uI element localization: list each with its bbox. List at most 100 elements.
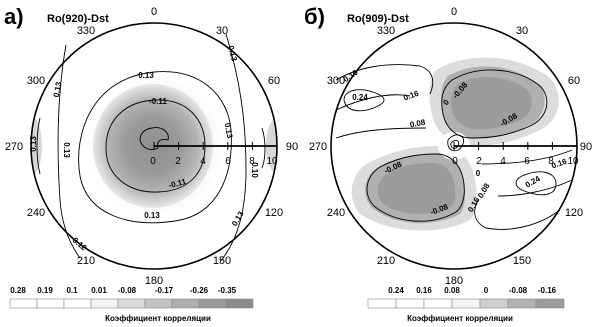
legend-level-label: 0.19: [37, 286, 53, 295]
legend-swatch: [63, 298, 92, 309]
radial-tick-label: 8: [548, 156, 554, 167]
panel-a-azimuth-labels: 0 30 60 90 120 150 180 210 240 270 300 3…: [5, 6, 298, 287]
legend-swatch: [451, 298, 481, 309]
azimuth-label: 210: [377, 255, 395, 267]
legend-swatch: [535, 298, 565, 309]
azimuth-label: 150: [513, 255, 531, 267]
contour-label: 0.12: [71, 236, 89, 253]
azimuth-label: 240: [27, 207, 45, 219]
azimuth-label: 90: [286, 141, 298, 153]
legend-swatch: [225, 298, 254, 309]
azimuth-label: 90: [580, 141, 592, 153]
radial-tick-label: 4: [200, 156, 206, 167]
contour-label: 0.13: [226, 45, 239, 63]
legend-level-label: 0.01: [91, 286, 107, 295]
legend-swatch: [198, 298, 227, 309]
panel-b-contours: [335, 64, 573, 230]
contour-label: 0.13: [230, 209, 246, 227]
azimuth-label: 120: [265, 207, 283, 219]
legend-level-label: -0.16: [538, 286, 557, 295]
radial-tick-label: 0: [452, 156, 458, 167]
radial-tick-label: 2: [476, 156, 482, 167]
radial-tick-label: 10: [266, 156, 278, 167]
panel-b-radial-ticks: [453, 142, 578, 150]
legend-level-label: -0.08: [118, 286, 137, 295]
contour-label: 0.13: [52, 81, 64, 98]
legend-level-label: 0.28: [10, 286, 26, 295]
contour-label: 0.10: [250, 162, 259, 178]
azimuth-label: 0: [151, 6, 157, 18]
legend-level-label: -0.26: [190, 286, 209, 295]
azimuth-label: 30: [516, 25, 528, 37]
contour-label: 0: [441, 97, 451, 107]
legend-level-label: -0.17: [155, 286, 174, 295]
legend-swatch: [117, 298, 146, 309]
legend-level-label: -0.08: [509, 286, 528, 295]
contour-label: 0.24: [352, 93, 368, 102]
radial-tick-label: 10: [567, 156, 579, 167]
radial-tick-label: 8: [249, 156, 255, 167]
azimuth-label: 240: [327, 207, 345, 219]
panel-a-radial-ticks: [153, 142, 278, 150]
azimuth-label: 60: [268, 75, 280, 87]
panel-a-title: Ro(920)-Dst: [47, 13, 109, 25]
panel-b-azimuth-labels: 0 30 60 90 120 150 180 210 240 270 300 3…: [309, 6, 592, 287]
azimuth-label: 150: [213, 255, 231, 267]
legend-swatch: [9, 298, 38, 309]
legend-swatch: [507, 298, 537, 309]
panel-a-legend: 0.28 0.19 0.1 0.01 -0.08 -0.17 -0.26 -0.…: [9, 286, 254, 323]
radial-tick-label: 6: [225, 156, 231, 167]
panel-a-contours: [36, 33, 266, 263]
radial-tick-label: 2: [175, 156, 181, 167]
azimuth-label: 180: [445, 275, 463, 287]
legend-swatch: [144, 298, 173, 309]
contour-label: 0.13: [62, 142, 71, 158]
azimuth-label: 300: [327, 75, 345, 87]
azimuth-label: 330: [377, 25, 395, 37]
azimuth-label: 30: [216, 25, 228, 37]
legend-level-label: -0.35: [218, 286, 237, 295]
panel-a-radial-tick-labels: 0 2 4 6 8 10: [150, 156, 278, 167]
azimuth-label: 120: [565, 207, 583, 219]
legend-swatch: [395, 298, 425, 309]
legend-swatch: [171, 298, 200, 309]
legend-level-label: 0: [484, 286, 489, 295]
legend-swatch: [367, 298, 397, 309]
panel-b: б) Ro(909)-Dst: [304, 4, 592, 323]
legend-swatch: [90, 298, 119, 309]
panel-b-letter: б): [304, 4, 325, 29]
contour-label: -0.11: [149, 97, 167, 106]
radial-tick-label: 6: [524, 156, 530, 167]
panel-a-letter: а): [4, 4, 24, 29]
azimuth-label: 210: [77, 255, 95, 267]
panel-b-legend: 0.24 0.16 0.08 0 -0.08 -0.16 Коэффициент…: [367, 286, 565, 323]
legend-level-label: 0.16: [416, 286, 432, 295]
contour-label: 0.24: [524, 174, 542, 190]
azimuth-label: 300: [27, 75, 45, 87]
panel-b-title: Ro(909)-Dst: [347, 13, 409, 25]
legend-title: Коэффициент корреляции: [105, 314, 211, 323]
contour-label: 0.08: [409, 118, 426, 130]
legend-swatches: [9, 298, 254, 309]
legend-swatches: [367, 298, 565, 309]
legend-level-label: 0.24: [388, 286, 404, 295]
azimuth-label: 270: [5, 141, 23, 153]
radial-tick-label: 0: [150, 156, 156, 167]
legend-level-label: 0.08: [444, 286, 460, 295]
contour-label: 0.13: [223, 122, 235, 139]
legend-level-label: 0.1: [66, 286, 78, 295]
contour-label: 0.13: [144, 211, 160, 220]
radial-tick-label: 4: [500, 156, 506, 167]
legend-swatch: [423, 298, 453, 309]
panel-b-radial-tick-labels: 0 2 4 6 8 10: [452, 156, 579, 167]
azimuth-label: 270: [309, 141, 327, 153]
azimuth-label: 60: [568, 75, 580, 87]
panel-b-fill: [351, 57, 559, 231]
contour-label: 0.16: [402, 89, 420, 103]
legend-title: Коэффициент корреляции: [407, 314, 513, 323]
contour-label: 0.13: [29, 136, 38, 152]
azimuth-label: 0: [451, 6, 457, 18]
azimuth-label: 330: [77, 25, 95, 37]
contour-label: 0: [476, 169, 481, 178]
